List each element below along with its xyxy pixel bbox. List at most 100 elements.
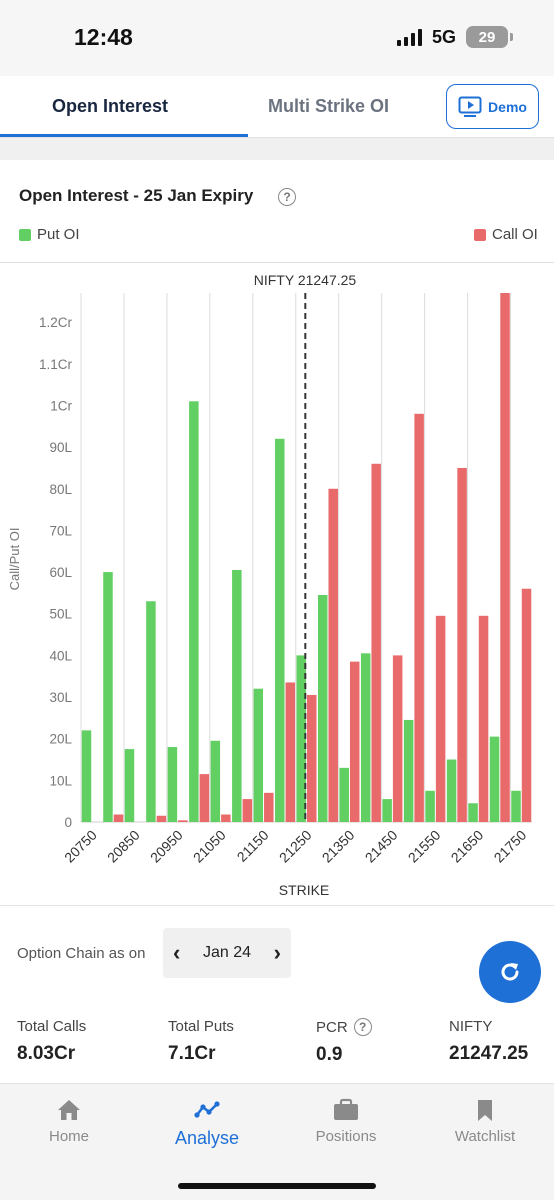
tab-bar: Open Interest Multi Strike OI Demo [0,76,554,138]
x-tick-label: 21450 [362,827,401,866]
put-oi-bar [425,790,435,822]
total-puts-value: 7.1Cr [168,1043,216,1064]
card-title: Open Interest - 25 Jan Expiry [19,186,254,205]
refresh-icon [501,963,519,981]
y-tick-label: 80L [49,482,72,497]
tab-divider [0,137,554,138]
call-oi-bar [521,588,532,822]
put-oi-bar [210,740,221,822]
y-tick-label: 90L [49,440,72,455]
bottom-navigation: Home Analyse Positions Watchlist [0,1083,554,1200]
status-time: 12:48 [74,24,133,50]
y-tick-label: 0 [64,815,72,830]
put-oi-bar [339,767,349,822]
option-chain-label: Option Chain as on [17,945,146,962]
put-oi-bar [253,688,264,822]
nav-analyse[interactable]: Analyse [152,1098,262,1149]
y-tick-label: 50L [49,607,72,622]
put-oi-bar [189,401,199,822]
demo-button[interactable]: Demo [446,84,539,129]
video-play-icon [458,96,482,117]
home-indicator [178,1183,376,1189]
call-oi-bar [264,792,274,822]
put-oi-bar [489,736,500,822]
call-oi-bar [199,774,210,822]
stat-pcr: PCR ? 0.9 [316,1018,372,1066]
total-puts-label: Total Puts [168,1018,234,1035]
x-tick-label: 21650 [448,827,487,866]
call-oi-bar [349,661,360,822]
pcr-help-glyph: ? [359,1020,367,1034]
total-calls-value: 8.03Cr [17,1043,76,1064]
chevron-left-icon[interactable]: ‹ [173,940,181,965]
put-oi-bar [403,719,414,822]
y-tick-label: 30L [49,690,72,705]
put-oi-bar [167,747,178,822]
section-separator [0,138,554,160]
call-oi-bar [328,488,338,822]
x-tick-label: 20950 [147,827,186,866]
call-oi-bar [285,682,296,822]
legend-put-label: Put OI [37,226,80,243]
total-calls-label: Total Calls [17,1018,87,1035]
oi-chart: NIFTY 21247.25 0 10L 20L 30L 40L 50L 60L 70L 80L 9… [0,262,554,905]
call-oi-bar [113,814,124,822]
y-tick-label: 10L [49,773,72,788]
chevron-right-icon[interactable]: › [273,940,281,965]
pcr-help-icon[interactable]: ? [353,1018,372,1036]
y-tick-label: 40L [49,648,72,663]
refresh-button[interactable] [479,941,541,1003]
y-axis-label: Call/Put OI [7,528,22,591]
bookmark-icon [478,1100,492,1121]
network-type: 5G [431,26,456,47]
y-tick-label: 20L [49,732,72,747]
x-tick-label: 20850 [104,827,143,866]
demo-label: Demo [488,98,527,115]
x-tick-label: 21050 [190,827,229,866]
nifty-value: 21247.25 [449,1043,529,1064]
help-icon[interactable]: ? [278,188,296,206]
selected-date[interactable]: Jan 24 [202,944,252,961]
legend-put-oi: Put OI [19,226,80,243]
put-oi-bar [146,601,156,822]
put-oi-bar [317,594,328,822]
date-picker: ‹ Jan 24 › [163,928,291,978]
put-oi-bar [103,572,113,822]
nav-watchlist[interactable]: Watchlist [430,1098,540,1145]
tab-open-interest[interactable]: Open Interest [52,96,169,116]
open-interest-card: Open Interest - 25 Jan Expiry ? Put OI C… [0,160,554,905]
call-oi-bar [478,615,489,822]
briefcase-icon [334,1098,358,1120]
y-tick-label: 1.2Cr [39,315,73,330]
pcr-label: PCR [316,1018,348,1036]
tab-multi-strike-oi[interactable]: Multi Strike OI [268,96,390,116]
put-oi-bar [382,799,392,822]
y-tick-label: 1.1Cr [39,357,73,372]
oi-chart-svg: NIFTY 21247.25 0 10L 20L 30L 40L 50L 60L 70L 80L 9… [7,272,532,898]
home-icon [58,1100,80,1120]
put-oi-bar [81,730,92,822]
call-oi-bar [392,655,403,822]
call-oi-bar [500,293,510,822]
pcr-label-row: PCR ? [316,1018,372,1036]
call-oi-bar [221,814,231,822]
x-tick-label: 21750 [491,827,530,866]
x-axis-label: STRIKE [279,882,330,898]
y-tick-label: 1Cr [50,398,72,413]
analytics-icon [194,1101,220,1118]
put-oi-bar [275,438,285,822]
nifty-label: NIFTY [449,1018,493,1035]
nav-home-label: Home [48,1128,89,1145]
x-tick-label: 21350 [319,827,358,866]
nav-home[interactable]: Home [14,1098,124,1145]
legend-call-oi: Call OI [474,226,538,243]
nav-positions[interactable]: Positions [291,1098,401,1145]
put-oi-bar [124,749,135,822]
nav-analyse-label: Analyse [174,1128,240,1148]
stat-nifty: NIFTY 21247.25 [449,1018,528,1065]
call-oi-bar [435,615,446,822]
status-icons: 5G 29 [396,26,513,48]
stat-total-puts: Total Puts 7.1Cr [168,1018,234,1065]
x-tick-label: 21250 [276,827,315,866]
y-tick-label: 60L [49,565,72,580]
